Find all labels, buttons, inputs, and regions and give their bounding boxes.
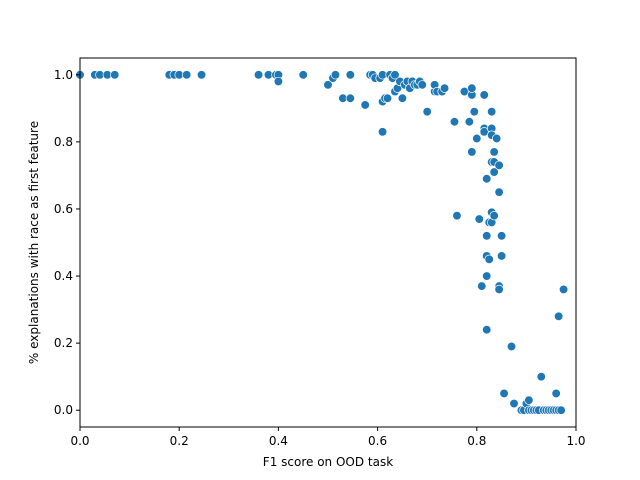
- data-point: [482, 325, 492, 335]
- plot-frame: [79, 57, 577, 428]
- x-tick-label: 0.0: [70, 434, 89, 448]
- x-tick-label: 0.2: [170, 434, 189, 448]
- data-point: [474, 214, 484, 224]
- x-tick-label: 0.8: [467, 434, 486, 448]
- data-point: [489, 167, 499, 177]
- data-point: [422, 107, 432, 117]
- x-tick-label: 0.6: [368, 434, 387, 448]
- data-point: [390, 70, 400, 80]
- data-point: [181, 70, 192, 80]
- data-point: [382, 93, 393, 103]
- data-point: [477, 281, 487, 291]
- data-point: [345, 93, 355, 103]
- y-tick-label: 1.0: [54, 68, 73, 82]
- data-point: [553, 311, 564, 321]
- data-point: [496, 231, 507, 241]
- data-point: [360, 100, 370, 110]
- data-point: [524, 395, 534, 405]
- data-point: [489, 211, 499, 221]
- points-layer: [75, 70, 569, 415]
- data-point: [464, 117, 475, 127]
- data-point: [551, 388, 561, 399]
- data-point: [273, 76, 284, 87]
- data-point: [323, 80, 333, 90]
- x-tick-label: 1.0: [566, 434, 585, 448]
- data-point: [494, 284, 504, 295]
- y-axis-label: % explanations with race as first featur…: [27, 121, 41, 364]
- data-point: [196, 70, 207, 80]
- data-point: [487, 107, 497, 117]
- data-point: [298, 70, 308, 80]
- data-point: [110, 70, 120, 80]
- data-point: [509, 398, 519, 409]
- x-axis-label: F1 score on OOD task: [263, 455, 393, 469]
- data-point: [397, 93, 408, 103]
- data-point: [496, 251, 507, 261]
- y-tick-label: 0.2: [54, 336, 73, 350]
- data-point: [484, 254, 494, 264]
- data-point: [449, 117, 460, 127]
- data-point: [472, 133, 482, 144]
- data-point: [482, 174, 492, 184]
- data-point: [330, 70, 341, 80]
- data-point: [467, 83, 477, 93]
- data-point: [536, 372, 546, 382]
- x-tick-label: 0.4: [269, 434, 288, 448]
- data-point: [494, 187, 504, 197]
- data-point: [345, 70, 355, 80]
- y-axis-ticks: 0.0 0.2 0.4 0.6 0.8 1.0: [54, 68, 80, 417]
- data-point: [253, 70, 264, 80]
- data-point: [469, 107, 479, 117]
- data-point: [556, 405, 566, 415]
- data-point: [452, 211, 462, 221]
- data-point: [499, 388, 509, 399]
- data-point: [489, 147, 499, 157]
- y-tick-label: 0.6: [54, 202, 73, 216]
- x-axis-ticks: 0.0 0.2 0.4 0.6 0.8 1.0: [70, 427, 586, 448]
- y-tick-label: 0.4: [54, 269, 73, 283]
- data-point: [467, 147, 477, 157]
- data-point: [439, 83, 450, 93]
- y-tick-label: 0.8: [54, 135, 73, 149]
- data-point: [494, 160, 504, 171]
- data-point: [482, 231, 492, 241]
- data-point: [479, 90, 489, 100]
- data-point: [558, 284, 569, 295]
- data-point: [377, 127, 388, 137]
- data-point: [482, 271, 492, 281]
- y-tick-label: 0.0: [54, 403, 73, 417]
- data-point: [506, 341, 517, 352]
- data-point: [417, 80, 427, 90]
- data-point: [491, 133, 502, 144]
